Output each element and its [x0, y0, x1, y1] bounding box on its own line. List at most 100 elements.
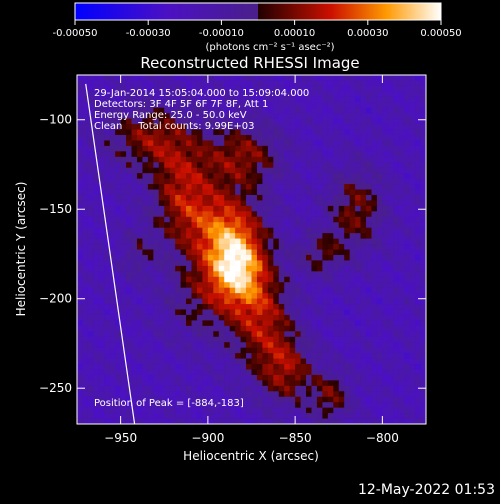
- heatmap-cell: [224, 254, 231, 261]
- heatmap-cell: [322, 407, 329, 414]
- heatmap-cell: [98, 145, 105, 152]
- heatmap-cell: [136, 407, 143, 414]
- heatmap-cell: [311, 75, 318, 81]
- heatmap-cell: [180, 342, 187, 349]
- heatmap-cell: [153, 293, 160, 299]
- heatmap-cell: [284, 374, 291, 381]
- heatmap-cell: [77, 233, 83, 239]
- heatmap-cell: [267, 233, 274, 239]
- heatmap-cell: [316, 331, 323, 338]
- heatmap-cell: [371, 222, 378, 229]
- heatmap-cell: [415, 134, 421, 141]
- heatmap-cell: [333, 385, 340, 392]
- heatmap-cell: [235, 216, 241, 223]
- heatmap-cell: [180, 167, 187, 174]
- heatmap-cell: [382, 304, 389, 310]
- heatmap-cell: [393, 96, 400, 103]
- heatmap-cell: [186, 276, 192, 283]
- heatmap-cell: [246, 184, 252, 190]
- heatmap-cell: [235, 254, 241, 261]
- heatmap-cell: [409, 124, 416, 130]
- heatmap-cell: [77, 156, 83, 163]
- heatmap-cell: [409, 167, 416, 174]
- heatmap-cell: [278, 145, 285, 152]
- heatmap-cell: [109, 238, 116, 245]
- heatmap-cell: [87, 396, 94, 403]
- heatmap-cell: [164, 309, 171, 316]
- heatmap-cell: [382, 407, 389, 414]
- heatmap-cell: [322, 162, 329, 169]
- heatmap-cell: [360, 282, 367, 289]
- heatmap-cell: [316, 151, 323, 158]
- heatmap-cell: [191, 265, 198, 272]
- heatmap-cell: [289, 314, 296, 321]
- heatmap-cell: [240, 162, 247, 169]
- heatmap-cell: [382, 265, 389, 272]
- heatmap-cell: [404, 314, 411, 321]
- heatmap-cell: [415, 293, 421, 299]
- heatmap-cell: [404, 260, 411, 267]
- heatmap-cell: [207, 374, 214, 381]
- heatmap-cell: [366, 369, 372, 376]
- heatmap-cell: [136, 244, 143, 250]
- heatmap-cell: [142, 380, 149, 387]
- heatmap-cell: [186, 244, 192, 250]
- heatmap-cell: [398, 249, 405, 256]
- heatmap-cell: [136, 75, 143, 81]
- heatmap-cell: [376, 173, 383, 180]
- heatmap-cell: [93, 75, 100, 81]
- heatmap-cell: [115, 391, 122, 398]
- heatmap-cell: [306, 342, 312, 349]
- heatmap-cell: [169, 151, 176, 158]
- heatmap-cell: [77, 342, 83, 349]
- heatmap-cell: [322, 358, 329, 365]
- heatmap-cell: [256, 331, 263, 338]
- heatmap-cell: [333, 156, 340, 163]
- heatmap-cell: [256, 194, 263, 201]
- heatmap-cell: [229, 369, 236, 376]
- heatmap-cell: [213, 320, 220, 327]
- heatmap-cell: [147, 314, 154, 321]
- heatmap-cell: [164, 113, 171, 120]
- heatmap-cell: [284, 211, 291, 218]
- heatmap-cell: [360, 140, 367, 147]
- heatmap-cell: [136, 113, 143, 120]
- heatmap-cell: [218, 124, 225, 130]
- heatmap-cell: [164, 96, 171, 103]
- heatmap-cell: [98, 151, 105, 158]
- heatmap-cell: [77, 249, 83, 256]
- heatmap-cell: [306, 178, 312, 185]
- heatmap-cell: [344, 233, 351, 239]
- heatmap-cell: [180, 380, 187, 387]
- heatmap-cell: [218, 325, 225, 332]
- heatmap-cell: [371, 238, 378, 245]
- heatmap-cell: [306, 287, 312, 294]
- heatmap-cell: [376, 407, 383, 414]
- heatmap-cell: [371, 265, 378, 272]
- heatmap-cell: [136, 173, 143, 180]
- heatmap-cell: [322, 85, 329, 92]
- heatmap-cell: [207, 244, 214, 250]
- heatmap-cell: [109, 287, 116, 294]
- heatmap-cell: [316, 364, 323, 370]
- heatmap-cell: [273, 124, 280, 130]
- heatmap-cell: [267, 211, 274, 218]
- heatmap-cell: [338, 413, 345, 419]
- heatmap-cell: [409, 331, 416, 338]
- heatmap-cell: [213, 151, 220, 158]
- heatmap-cell: [235, 402, 241, 409]
- heatmap-cell: [278, 173, 285, 180]
- heatmap-cell: [322, 205, 329, 212]
- heatmap-cell: [202, 374, 209, 381]
- heatmap-cell: [169, 244, 176, 250]
- heatmap-cell: [120, 118, 127, 125]
- heatmap-cell: [262, 107, 269, 114]
- heatmap-cell: [393, 113, 400, 120]
- heatmap-cell: [355, 353, 361, 359]
- heatmap-cell: [387, 216, 394, 223]
- heatmap-cell: [366, 107, 372, 114]
- heatmap-cell: [316, 418, 323, 424]
- heatmap-cell: [136, 380, 143, 387]
- heatmap-cell: [196, 314, 203, 321]
- heatmap-cell: [131, 96, 138, 103]
